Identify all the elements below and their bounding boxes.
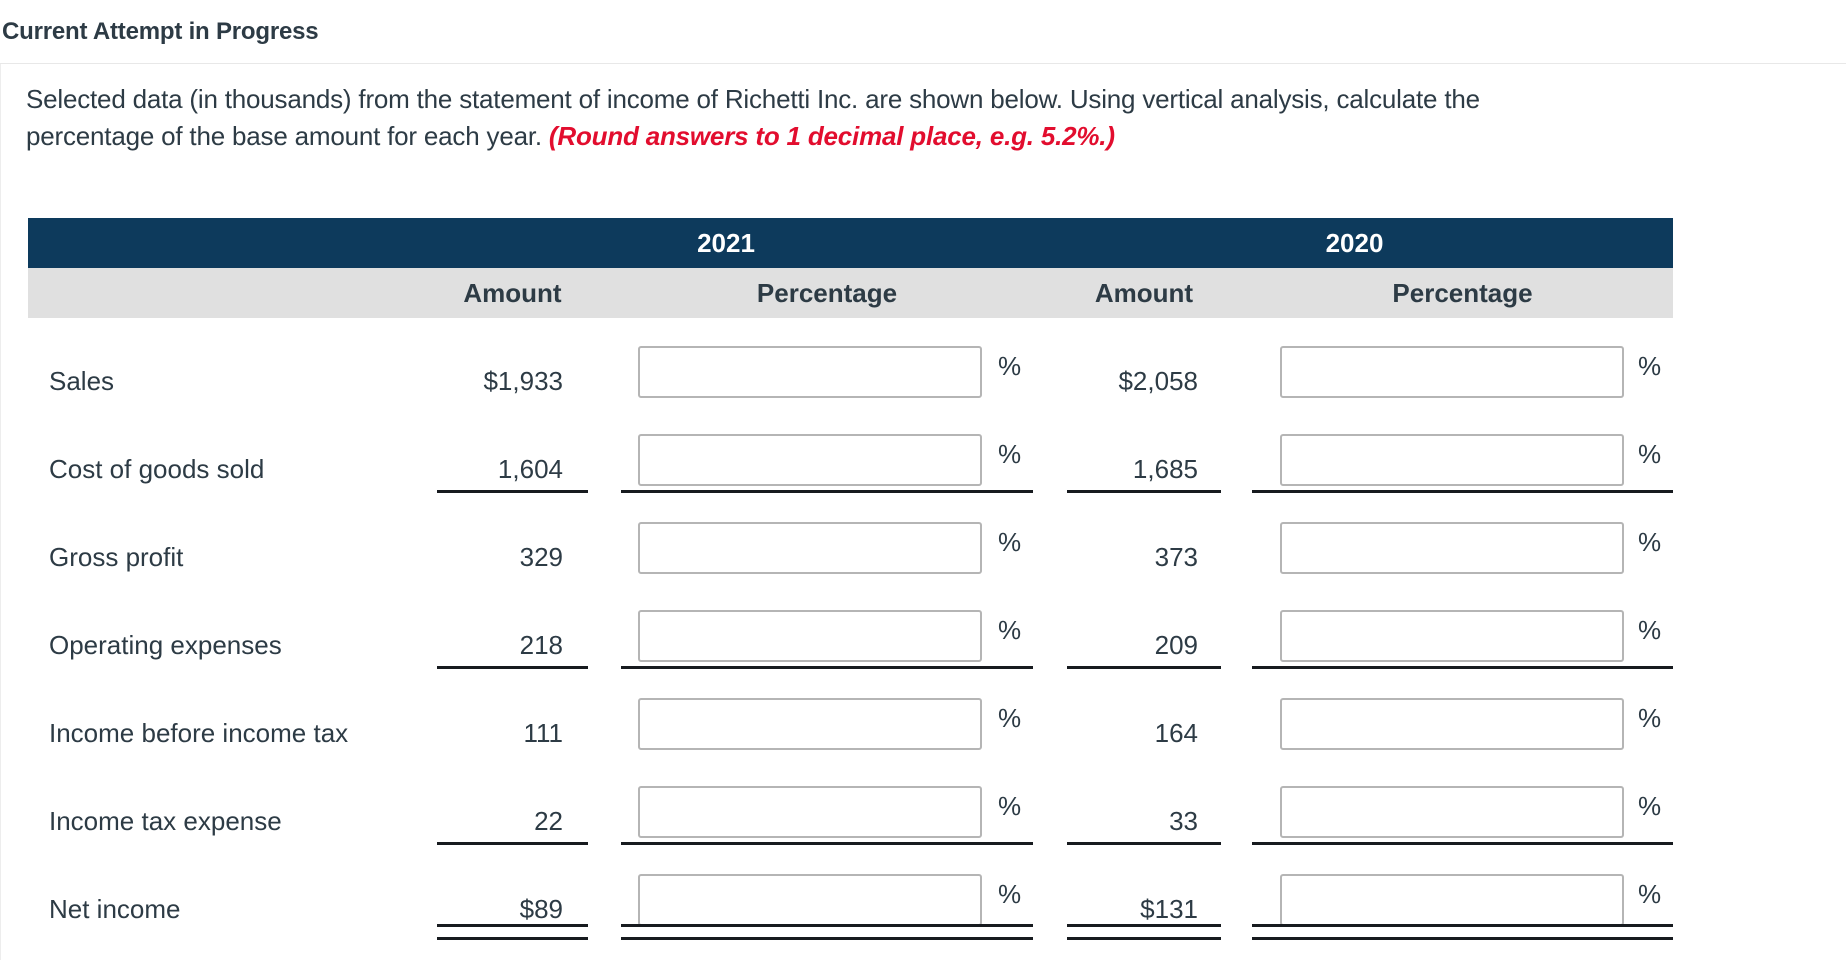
percent-sign-2021: % (998, 439, 1022, 469)
row-label: Gross profit (49, 542, 184, 572)
column-header-percentage-2020: Percentage (1392, 277, 1533, 308)
percent-sign-2021: % (998, 703, 1022, 733)
amount-2020: 373 (1154, 542, 1198, 572)
percentage-input-2020-net-income[interactable] (1280, 874, 1624, 926)
amount-2020: 209 (1154, 630, 1198, 660)
percent-sign-2021: % (998, 879, 1022, 909)
column-header-amount-2021: Amount (463, 277, 562, 308)
question-instructions: Selected data (in thousands) from the st… (26, 81, 1826, 155)
amount-2020: $131 (1140, 894, 1198, 924)
row-label: Income tax expense (49, 806, 282, 836)
percentage-input-2020-cost-of-goods-sold[interactable] (1280, 434, 1624, 486)
amount-2021: 111 (523, 718, 563, 748)
amount-2020: $2,058 (1118, 366, 1198, 396)
table-body: Sales $1,933 % $2,058 % Cost of goods so… (28, 318, 1673, 940)
percentage-input-2021-income-tax-expense[interactable] (638, 786, 982, 838)
percent-sign-2020: % (1638, 615, 1662, 645)
table-row-income-before-income-tax: Income before income tax 111 % 164 % (28, 670, 1673, 758)
year-header-bar: 2021 2020 (28, 218, 1673, 268)
table-row-income-tax-expense: Income tax expense 22 % 33 % (28, 758, 1673, 846)
percentage-input-2021-cost-of-goods-sold[interactable] (638, 434, 982, 486)
percent-sign-2020: % (1638, 791, 1662, 821)
column-header-amount-2020: Amount (1094, 277, 1194, 308)
table-row-operating-expenses: Operating expenses 218 % 209 % (28, 582, 1673, 670)
amount-2021: $89 (519, 894, 563, 924)
row-label: Cost of goods sold (49, 454, 265, 484)
year-header-2020: 2020 (1325, 227, 1384, 258)
amount-2021: $1,933 (483, 366, 563, 396)
year-header-2021: 2021 (697, 227, 755, 258)
percent-sign-2020: % (1638, 439, 1662, 469)
percent-sign-2021: % (998, 351, 1022, 381)
percent-sign-2021: % (998, 615, 1022, 645)
amount-2020: 1,685 (1132, 454, 1198, 484)
instructions-line1: Selected data (in thousands) from the st… (26, 84, 1480, 114)
percent-sign-2020: % (1638, 527, 1662, 557)
percentage-input-2021-net-income[interactable] (638, 874, 982, 926)
percentage-input-2021-gross-profit[interactable] (638, 522, 982, 574)
percentage-input-2020-income-before-income-tax[interactable] (1280, 698, 1624, 750)
percent-sign-2020: % (1638, 879, 1662, 909)
percentage-input-2020-income-tax-expense[interactable] (1280, 786, 1624, 838)
amount-2020: 33 (1169, 806, 1198, 836)
row-label: Operating expenses (49, 630, 282, 660)
vertical-analysis-table: 2021 2020 Amount Percentage Amount Perce… (28, 218, 1673, 940)
page-title: Current Attempt in Progress (2, 17, 319, 45)
percentage-input-2021-sales[interactable] (638, 346, 982, 398)
percentage-input-2020-gross-profit[interactable] (1280, 522, 1624, 574)
percentage-input-2020-sales[interactable] (1280, 346, 1624, 398)
percentage-input-2021-income-before-income-tax[interactable] (638, 698, 982, 750)
percentage-input-2020-operating-expenses[interactable] (1280, 610, 1624, 662)
table-row-net-income: Net income $89 % $131 % (28, 846, 1673, 940)
attempt-header: Current Attempt in Progress (0, 0, 1846, 64)
row-label: Net income (49, 894, 181, 924)
table-row-cost-of-goods-sold: Cost of goods sold 1,604 % 1,685 % (28, 406, 1673, 494)
column-header-percentage-2021: Percentage (756, 277, 898, 308)
instructions-line2: percentage of the base amount for each y… (26, 121, 549, 151)
question-panel: Selected data (in thousands) from the st… (0, 64, 1846, 960)
percent-sign-2020: % (1638, 703, 1662, 733)
rounding-instruction: (Round answers to 1 decimal place, e.g. … (548, 121, 1115, 151)
percent-sign-2021: % (998, 527, 1022, 557)
row-label: Income before income tax (49, 718, 349, 748)
amount-2021: 218 (519, 630, 563, 660)
percentage-input-2021-operating-expenses[interactable] (638, 610, 982, 662)
percent-sign-2021: % (998, 791, 1022, 821)
row-label: Sales (49, 366, 115, 396)
column-header-bar: Amount Percentage Amount Percentage (28, 268, 1673, 318)
percent-sign-2020: % (1638, 351, 1662, 381)
amount-2020: 164 (1154, 718, 1198, 748)
table-row-gross-profit: Gross profit 329 % 373 % (28, 494, 1673, 582)
amount-2021: 1,604 (497, 454, 563, 484)
amount-2021: 329 (519, 542, 563, 572)
amount-2021: 22 (534, 806, 563, 836)
table-row-sales: Sales $1,933 % $2,058 % (28, 318, 1673, 406)
